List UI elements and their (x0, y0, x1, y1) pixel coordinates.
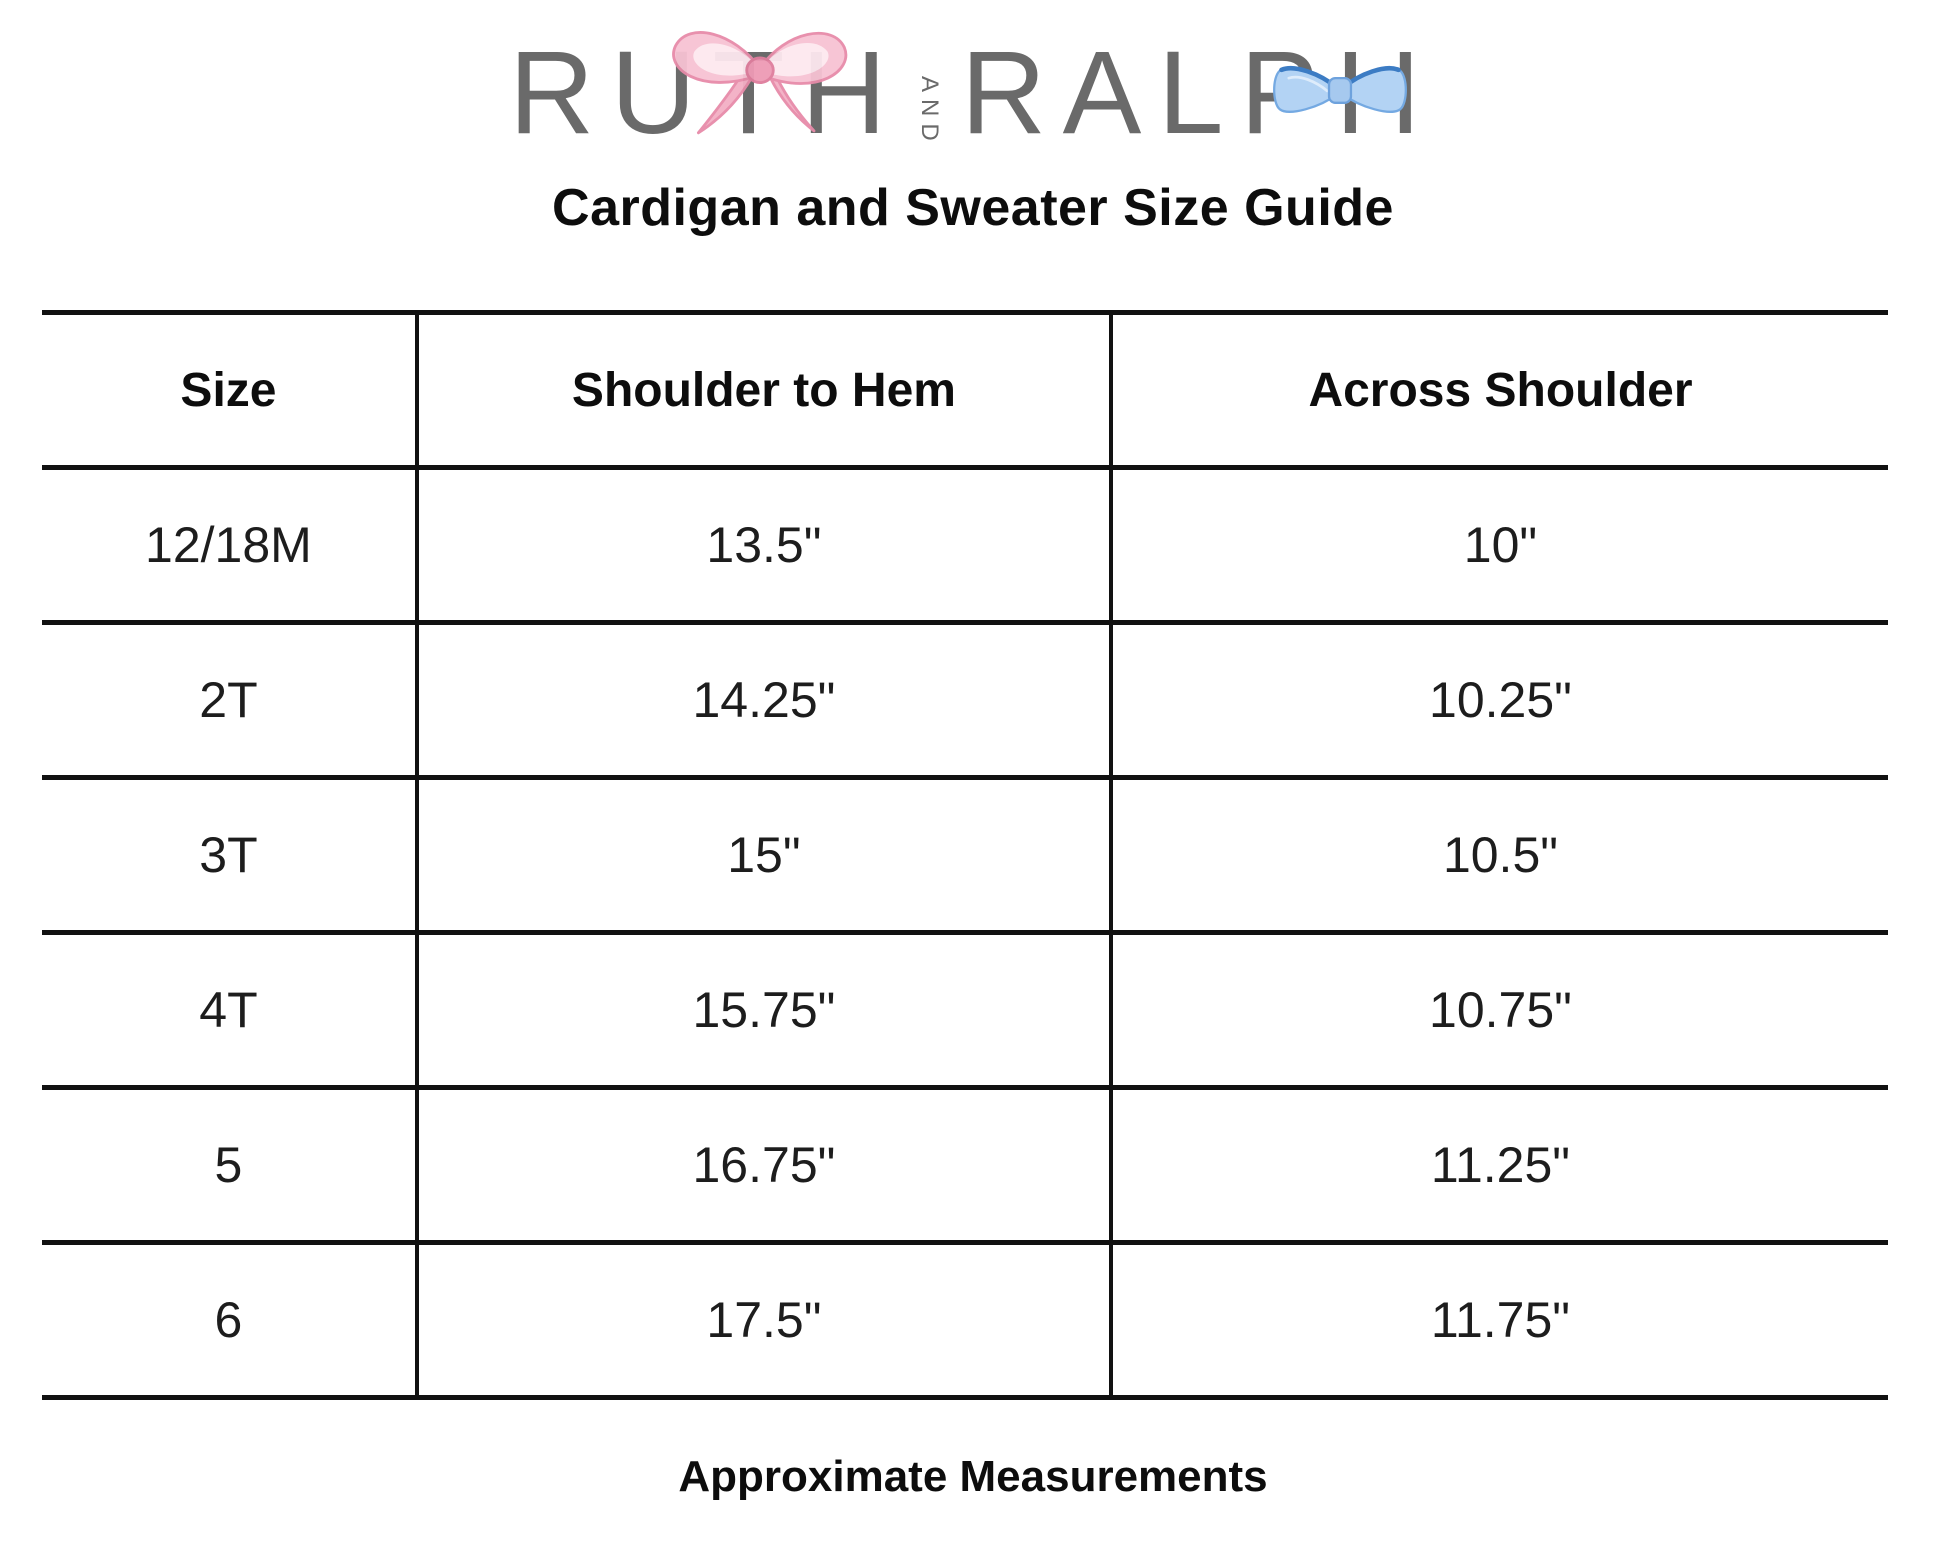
header-across-shoulder: Across Shoulder (1108, 315, 1888, 465)
blue-bowtie-icon (1272, 66, 1407, 113)
logo-word-ruth: RUTH (509, 31, 903, 152)
size-cell: 5 (214, 1137, 243, 1193)
logo-text-and: AND (915, 76, 943, 148)
header-shoulder-to-hem: Shoulder to Hem (414, 315, 1109, 465)
table-header-row: Size Shoulder to Hem Across Shoulder (42, 315, 1888, 470)
size-cell: 3T (199, 827, 258, 883)
table-row: 5 16.75" 11.25" (42, 1090, 1888, 1245)
size-guide-table: Size Shoulder to Hem Across Shoulder 12/… (42, 310, 1888, 1400)
shoulder-to-hem-cell: 14.25" (414, 625, 1109, 775)
table-row: 2T 14.25" 10.25" (42, 625, 1888, 780)
across-shoulder-cell: 10" (1108, 470, 1888, 620)
size-cell: 6 (214, 1292, 243, 1348)
footer-note: Approximate Measurements (678, 1452, 1268, 1501)
table-row: 4T 15.75" 10.75" (42, 935, 1888, 1090)
shoulder-to-hem-cell: 13.5" (414, 470, 1109, 620)
across-shoulder-cell: 10.25" (1108, 625, 1888, 775)
pink-bow-icon (672, 31, 848, 135)
logo-word-ralph: RALPH (961, 34, 1437, 152)
across-shoulder-cell: 11.75" (1108, 1245, 1888, 1395)
brand-logo: RUTH AND RALPH (0, 0, 1946, 152)
shoulder-to-hem-cell: 15.75" (414, 935, 1109, 1085)
shoulder-to-hem-cell: 17.5" (414, 1245, 1109, 1395)
header-size: Size (180, 363, 277, 417)
table-row: 3T 15" 10.5" (42, 780, 1888, 935)
across-shoulder-cell: 11.25" (1108, 1090, 1888, 1240)
page-title: Cardigan and Sweater Size Guide (552, 179, 1394, 237)
across-shoulder-cell: 10.75" (1108, 935, 1888, 1085)
table-row: 12/18M 13.5" 10" (42, 470, 1888, 625)
size-cell: 12/18M (145, 517, 312, 573)
across-shoulder-cell: 10.5" (1108, 780, 1888, 930)
shoulder-to-hem-cell: 16.75" (414, 1090, 1109, 1240)
table-row: 6 17.5" 11.75" (42, 1245, 1888, 1400)
size-cell: 4T (199, 982, 258, 1038)
size-cell: 2T (199, 672, 258, 728)
shoulder-to-hem-cell: 15" (414, 780, 1109, 930)
